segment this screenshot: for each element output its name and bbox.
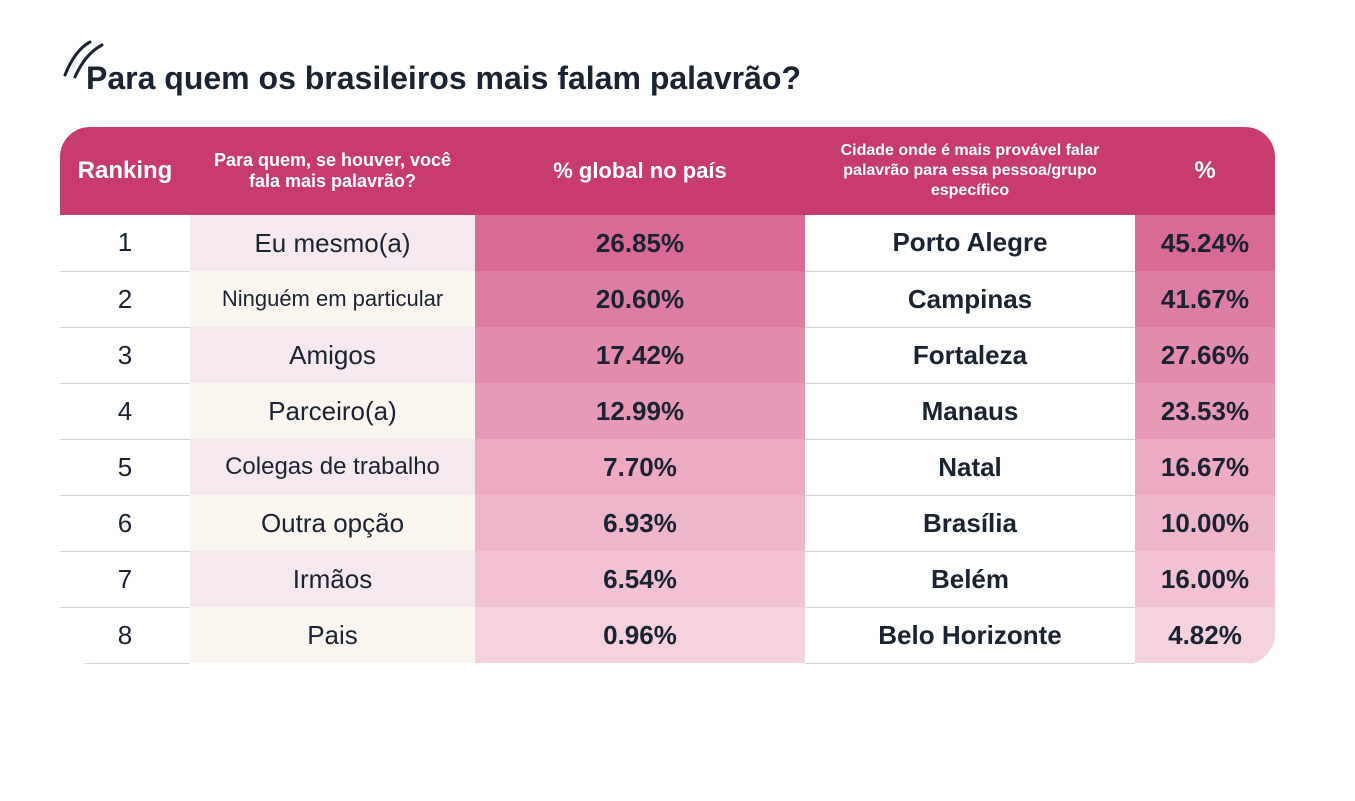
- title-wrap: Para quem os brasileiros mais falam pala…: [60, 60, 1295, 97]
- target-cell: Amigos: [190, 327, 475, 383]
- city-pct-cell: 4.82%: [1135, 607, 1275, 663]
- city-cell: Campinas: [805, 271, 1135, 327]
- header-rank: Ranking: [60, 127, 190, 215]
- global-pct-cell: 0.96%: [475, 607, 805, 663]
- city-pct-cell: 23.53%: [1135, 383, 1275, 439]
- table-row: 2Ninguém em particular20.60%Campinas41.6…: [60, 271, 1275, 327]
- table-header: Ranking Para quem, se houver, você fala …: [60, 127, 1275, 215]
- table-row: 6Outra opção6.93%Brasília10.00%: [60, 495, 1275, 551]
- main-table: Ranking Para quem, se houver, você fala …: [60, 127, 1275, 664]
- target-cell: Ninguém em particular: [190, 271, 475, 327]
- global-pct-cell: 20.60%: [475, 271, 805, 327]
- rank-cell: 4: [60, 383, 190, 439]
- rank-cell: 8: [60, 607, 190, 663]
- rank-cell: 7: [60, 551, 190, 607]
- table-row: 5Colegas de trabalho7.70%Natal16.67%: [60, 439, 1275, 495]
- table-body: 1Eu mesmo(a)26.85%Porto Alegre45.24%2Nin…: [60, 215, 1275, 663]
- header-city: Cidade onde é mais provável falar palavr…: [805, 127, 1135, 215]
- rank-cell: 5: [60, 439, 190, 495]
- city-pct-cell: 27.66%: [1135, 327, 1275, 383]
- table-row: 8Pais0.96%Belo Horizonte4.82%: [60, 607, 1275, 663]
- slash-icon: [60, 40, 110, 80]
- global-pct-cell: 7.70%: [475, 439, 805, 495]
- city-pct-cell: 10.00%: [1135, 495, 1275, 551]
- global-pct-cell: 17.42%: [475, 327, 805, 383]
- city-cell: Manaus: [805, 383, 1135, 439]
- table-row: 4Parceiro(a)12.99%Manaus23.53%: [60, 383, 1275, 439]
- header-pct: %: [1135, 127, 1275, 215]
- city-pct-cell: 16.67%: [1135, 439, 1275, 495]
- global-pct-cell: 26.85%: [475, 215, 805, 271]
- target-cell: Outra opção: [190, 495, 475, 551]
- header-global: % global no país: [475, 127, 805, 215]
- city-pct-cell: 16.00%: [1135, 551, 1275, 607]
- city-cell: Porto Alegre: [805, 215, 1135, 271]
- target-cell: Eu mesmo(a): [190, 215, 475, 271]
- city-cell: Natal: [805, 439, 1135, 495]
- rank-cell: 3: [60, 327, 190, 383]
- global-pct-cell: 6.54%: [475, 551, 805, 607]
- city-cell: Belém: [805, 551, 1135, 607]
- page-title: Para quem os brasileiros mais falam pala…: [86, 60, 1295, 97]
- table-container: Ranking Para quem, se houver, você fala …: [60, 127, 1275, 664]
- rank-cell: 2: [60, 271, 190, 327]
- city-cell: Fortaleza: [805, 327, 1135, 383]
- rank-cell: 1: [60, 215, 190, 271]
- target-cell: Colegas de trabalho: [190, 439, 475, 495]
- city-cell: Belo Horizonte: [805, 607, 1135, 663]
- target-cell: Parceiro(a): [190, 383, 475, 439]
- rank-cell: 6: [60, 495, 190, 551]
- target-cell: Pais: [190, 607, 475, 663]
- global-pct-cell: 6.93%: [475, 495, 805, 551]
- target-cell: Irmãos: [190, 551, 475, 607]
- table-row: 1Eu mesmo(a)26.85%Porto Alegre45.24%: [60, 215, 1275, 271]
- city-cell: Brasília: [805, 495, 1135, 551]
- table-row: 7Irmãos6.54%Belém16.00%: [60, 551, 1275, 607]
- global-pct-cell: 12.99%: [475, 383, 805, 439]
- header-target: Para quem, se houver, você fala mais pal…: [190, 127, 475, 215]
- city-pct-cell: 45.24%: [1135, 215, 1275, 271]
- table-row: 3Amigos17.42%Fortaleza27.66%: [60, 327, 1275, 383]
- city-pct-cell: 41.67%: [1135, 271, 1275, 327]
